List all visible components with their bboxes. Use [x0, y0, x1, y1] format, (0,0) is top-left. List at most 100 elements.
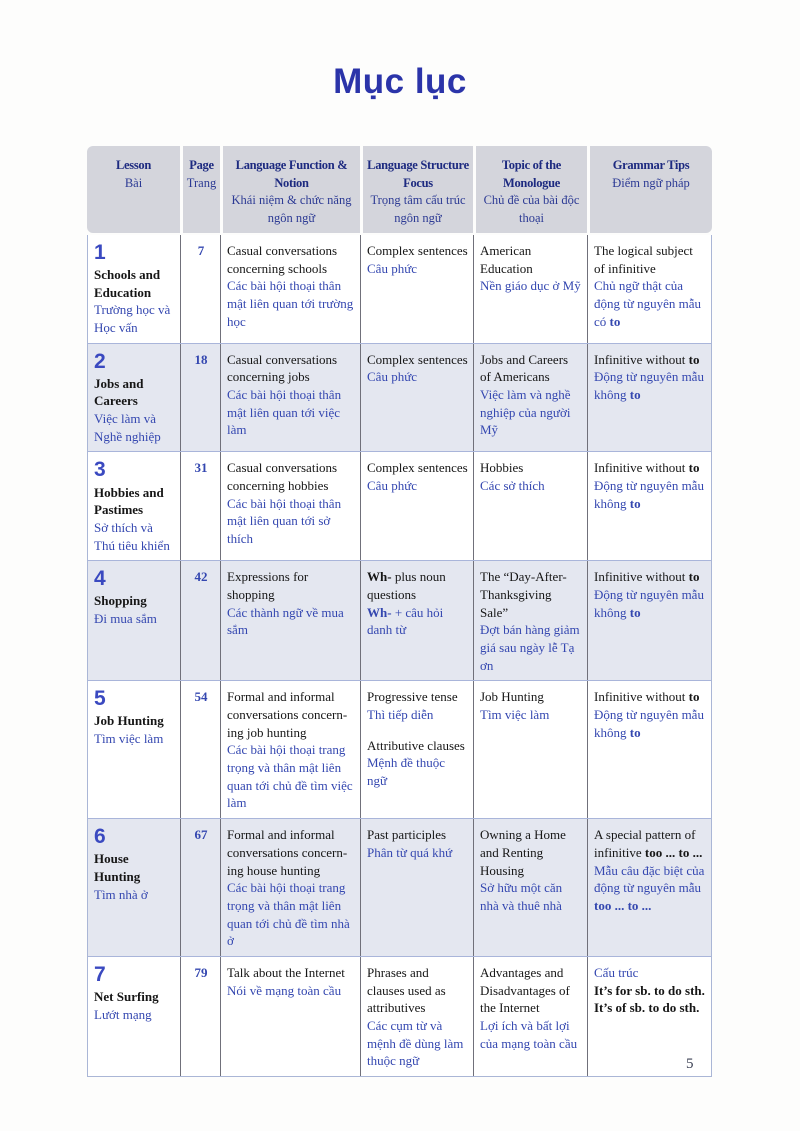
text-line: Past participles — [367, 827, 447, 843]
text-line: The logical subject of infinitive — [594, 243, 693, 276]
page-cell: 79 — [180, 956, 220, 1076]
text-line: Nói về mạng toàn cầu — [227, 982, 342, 998]
lesson-number: 4 — [94, 567, 106, 591]
text-line: Các sở thích — [480, 478, 545, 494]
lesson-title-vi: Việc làm và Nghề nghiệp — [94, 411, 161, 444]
structure-cell: Phrases and clauses used as attributives… — [360, 956, 473, 1076]
lesson-title-en: Shopping — [94, 593, 147, 609]
header-label-vi: Trọng tâm cấu trúc ngôn ngữ — [370, 193, 466, 225]
text-line: Các bài hội thoại thân mật liên quan tới… — [227, 495, 342, 547]
text-line: Tìm việc làm — [480, 706, 550, 722]
lesson-cell: 5 Job Hunting Tìm việc làm — [88, 681, 180, 818]
page-cell: 31 — [180, 452, 220, 561]
text-line: Mẫu câu đặc biệt của động từ nguyên mẫu … — [594, 862, 705, 913]
lesson-title-vi: Sở thích và Thú tiêu khiển — [94, 519, 170, 553]
text-line: Động từ nguyên mẫu không to — [594, 706, 704, 740]
page-title: Mục lục — [333, 62, 467, 101]
lesson-title-vi: Trường học và Học vấn — [94, 302, 171, 336]
text-line: Casual conversations concerning hobbies — [227, 460, 338, 494]
text-line: Các bài hội thoại thân mật liên quan tới… — [227, 387, 342, 438]
text-line: Talk about the Internet — [227, 964, 345, 980]
structure-cell: Complex sentences Câu phức — [360, 343, 473, 452]
header-cell-2: Page Trang — [180, 146, 220, 233]
lesson-title-en: Net Surfing — [94, 988, 159, 1004]
header-label-en: Lesson — [115, 158, 152, 172]
grammar-cell: Infinitive without to Động từ nguyên mẫu … — [587, 561, 711, 681]
text-line: Wh- plus noun questions — [367, 569, 446, 602]
header-label-vi: Khái niệm & chức năng ngôn ngữ — [231, 193, 352, 225]
text-line: Chủ ngữ thật của động từ nguyên mẫu có t… — [594, 278, 702, 329]
page-cell: 54 — [180, 681, 220, 819]
page-number: 5 — [686, 1056, 694, 1072]
lesson-row-7: 7 Net Surfing Lướt mạng 79 Talk about the In… — [88, 955, 711, 1076]
structure-cell: Complex sentences Câu phức — [360, 235, 473, 343]
text-line: Động từ nguyên mẫu không to — [594, 586, 704, 620]
lesson-title-en: Jobs and Careers — [94, 375, 144, 409]
text-line: Lợi ích và bất lợi của mạng toàn cầu — [480, 1017, 578, 1051]
grammar-cell: The logical subject of infinitive Chủ ngữ… — [587, 235, 711, 343]
text-line: Formal and informal conversations concer… — [227, 827, 348, 878]
text-line: American Education — [480, 243, 533, 276]
text-line: Mệnh đề thuộc ngữ — [367, 755, 445, 788]
lesson-title-vi: Tìm nhà ở — [94, 886, 148, 902]
page-cell: 7 — [180, 235, 220, 343]
header-label-en: Grammar Tips — [612, 158, 690, 172]
lesson-title-en: House Hunting — [94, 851, 141, 884]
text-line: Infinitive without to — [594, 460, 700, 476]
topic-cell: Hobbies Các sở thích — [473, 452, 587, 561]
lesson-title-vi: Đi mua sắm — [94, 610, 157, 626]
lesson-row-2: 2 Jobs and Careers Việc làm và Nghề nghiệp… — [88, 342, 711, 452]
lesson-row-4: 4 Shopping Đi mua sắm 42 Expressions for sho… — [88, 560, 711, 681]
header-label-en: Page — [189, 158, 214, 172]
text-line: Các thành ngữ về mua sắm — [227, 604, 344, 638]
text-line: Progressive tense — [367, 689, 458, 705]
text-line: Complex sentences — [367, 243, 468, 258]
table-header-row: Lesson Bài Page Trang Language Function & No… — [87, 146, 712, 233]
header-label-en: Language Function & Notion — [235, 158, 348, 190]
text-line: Nền giáo dục ở Mỹ — [480, 278, 581, 294]
function-cell: Talk about the Internet Nói về mạng toàn … — [220, 956, 360, 1076]
function-cell: Expressions for shopping Các thành ngữ về… — [220, 561, 360, 681]
lesson-title-vi: Lướt mạng — [94, 1006, 152, 1022]
text-line: Cấu trúc — [594, 964, 639, 980]
lesson-row-6: 6 House Hunting Tìm nhà ở 67 Formal and info… — [88, 818, 711, 956]
grammar-cell: Cấu trúc It’s for sb. to do sth. It’s of s… — [587, 956, 711, 1076]
topic-cell: Job Hunting Tìm việc làm — [473, 681, 587, 819]
text-line: Owning a Home and Renting Housing — [480, 827, 566, 878]
topic-cell: American Education Nền giáo dục ở Mỹ — [473, 235, 587, 343]
grammar-cell: Infinitive without to Động từ nguyên mẫu … — [587, 681, 711, 819]
lesson-row-5: 5 Job Hunting Tìm việc làm 54 Formal and inf… — [88, 680, 711, 819]
lesson-title-vi: Tìm việc làm — [94, 730, 164, 746]
lesson-number: 6 — [94, 825, 106, 849]
header-label-vi: Bài — [124, 175, 143, 190]
function-cell: Formal and informal conversations concer… — [220, 819, 360, 956]
header-cell-6: Grammar Tips Điểm ngữ pháp — [587, 146, 712, 233]
lesson-row-1: 1 Schools and Education Trường học và Học … — [88, 235, 711, 343]
header-cell-4: Language Structure Focus Trọng tâm cấu tr… — [360, 146, 473, 233]
structure-cell: Complex sentences Câu phức — [360, 452, 473, 561]
text-line: Infinitive without to — [594, 351, 700, 367]
text-line: Động từ nguyên mẫu không to — [594, 369, 704, 403]
header-label-en: Language Structure Focus — [367, 158, 469, 190]
text-line: Complex sentences — [367, 460, 468, 476]
text-line: Expressions for shopping — [227, 569, 309, 602]
text-line: Attributive clauses — [367, 737, 465, 753]
table-body: 1 Schools and Education Trường học và Học … — [87, 235, 712, 1077]
text-line: Formal and informal conversations concer… — [227, 689, 348, 740]
toc-table: Lesson Bài Page Trang Language Function & No… — [87, 146, 712, 1077]
text-line: It’s for sb. to do sth. — [594, 982, 705, 998]
lesson-number: 7 — [94, 962, 106, 986]
text-line: Sở hữu một căn nhà và thuê nhà — [480, 880, 563, 913]
text-line: Casual conversations concerning schools — [227, 243, 338, 276]
text-line: Câu phức — [367, 478, 418, 494]
topic-cell: Advantages and Disadvantages of the Inte… — [473, 956, 587, 1076]
lesson-cell: 1 Schools and Education Trường học và Học … — [88, 235, 180, 343]
text-line: Các bài hội thoại trang trọng và thân mậ… — [227, 742, 353, 811]
header-label-vi: Điểm ngữ pháp — [612, 175, 690, 190]
text-line: Thì tiếp diễn — [367, 706, 434, 722]
topic-cell: The “Day-After-Thanksgiving Sale” Đợt bán… — [473, 561, 587, 681]
structure-cell: Progressive tense Thì tiếp diễn Attributiv… — [360, 681, 473, 819]
lesson-number: 2 — [94, 349, 106, 373]
structure-cell: Past participles Phân từ quá khứ — [360, 819, 473, 956]
lesson-cell: 7 Net Surfing Lướt mạng — [88, 957, 180, 1076]
